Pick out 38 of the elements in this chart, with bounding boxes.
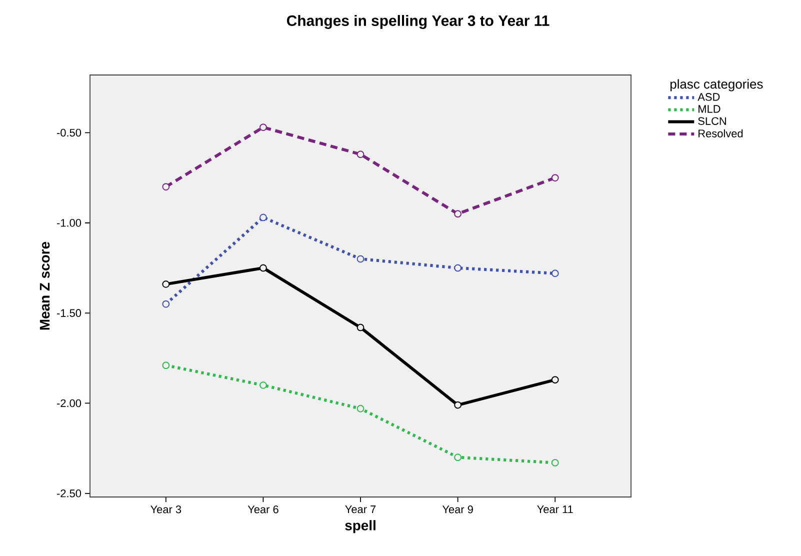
legend-title: plasc categories (670, 79, 763, 92)
point (551, 174, 559, 182)
point (356, 324, 364, 332)
point (551, 459, 559, 466)
point (162, 300, 170, 308)
y-axis-title: Mean Z score (40, 242, 50, 330)
y-tick-label: -2.50 (56, 490, 82, 498)
legend-label: Resolved (698, 129, 743, 138)
x-tick-label: Year 9 (442, 506, 473, 514)
point (356, 404, 364, 412)
y-tick-label: -0.50 (56, 128, 82, 137)
point (454, 264, 462, 272)
point (454, 210, 462, 218)
legend-label: MLD (698, 105, 720, 113)
point (162, 183, 170, 191)
x-tick-label: Year 3 (150, 506, 182, 514)
point (162, 362, 170, 370)
point (454, 401, 462, 409)
x-axis-title: spell (345, 520, 376, 534)
point (551, 376, 559, 384)
x-tick-label: Year 6 (248, 506, 278, 514)
point (260, 264, 267, 272)
y-tick-label: -1.00 (56, 219, 82, 227)
point (356, 150, 364, 158)
point (454, 454, 462, 462)
point (260, 381, 267, 389)
point (260, 214, 267, 222)
x-tick-label: Year 7 (345, 506, 376, 514)
y-tick-label: -1.50 (56, 309, 82, 317)
point (551, 270, 559, 278)
y-tick-label: -2.00 (56, 399, 82, 408)
point (260, 124, 267, 131)
chart-title: Changes in spelling Year 3 to Year 11 (286, 15, 550, 29)
legend-label: ASD (698, 93, 720, 101)
x-tick-label: Year 11 (537, 506, 573, 514)
point (356, 255, 364, 263)
legend-label: SLCN (698, 117, 726, 125)
point (162, 280, 170, 288)
